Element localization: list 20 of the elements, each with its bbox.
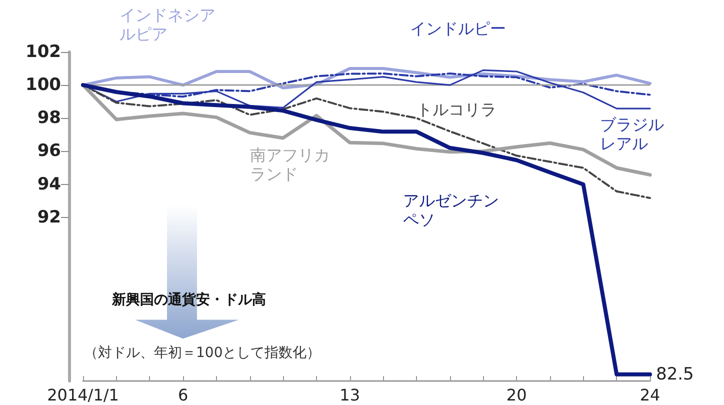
- text: アルゼンチンペソ: [403, 190, 500, 229]
- series-label: トルコリラ: [416, 100, 497, 119]
- y-tick-label: 94: [37, 174, 62, 194]
- series-label: ブラジルレアル: [600, 114, 664, 153]
- x-tick-label: 13: [340, 386, 360, 404]
- series-label: 南アフリカランド: [250, 145, 330, 184]
- series-label: インドネシアルピア: [120, 6, 216, 44]
- text: インドルピー: [410, 18, 506, 38]
- y-tick-label: 92: [37, 207, 61, 228]
- x-tick-label: 2014/1/1: [47, 386, 119, 404]
- data-label: 82.5: [656, 364, 694, 384]
- y-tick-label: 96: [37, 141, 61, 162]
- y-tick-label: 102: [26, 42, 61, 62]
- x-tick-label: 20: [506, 386, 527, 404]
- annotation: 新興国の通貨安・ドル高: [111, 291, 266, 308]
- x-tick-label: 24: [640, 386, 660, 404]
- annotation: （対ドル、年初＝100として指数化）: [84, 345, 321, 361]
- y-tick-label: 100: [26, 75, 62, 96]
- x-tick-label: 6: [178, 386, 188, 404]
- y-tick-label: 98: [37, 108, 61, 128]
